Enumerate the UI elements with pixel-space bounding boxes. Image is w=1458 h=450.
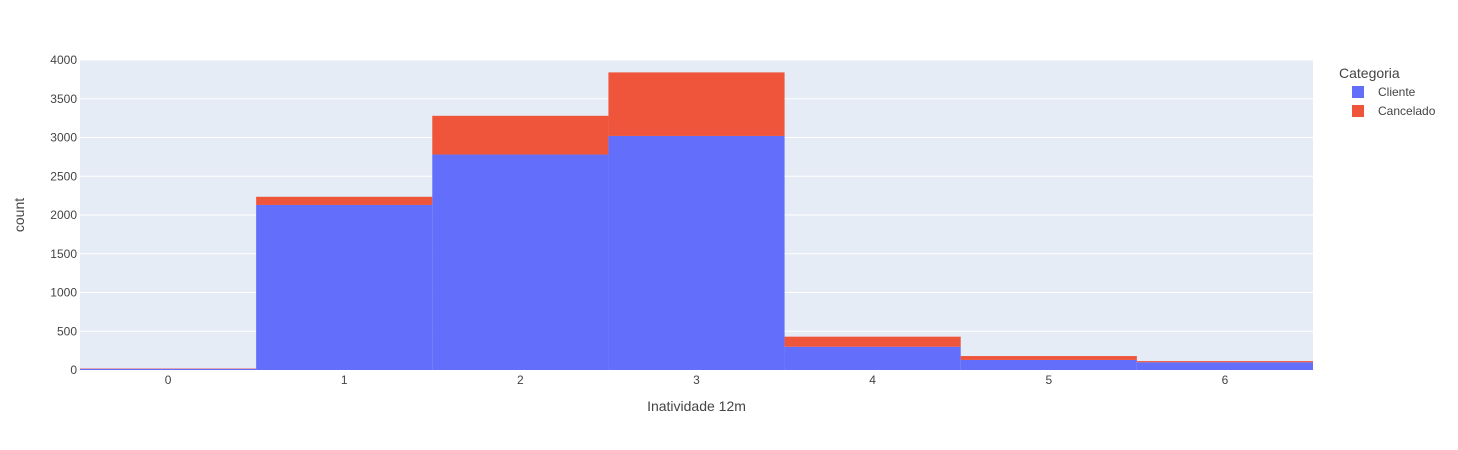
bar-cancelado-4[interactable]: [784, 336, 961, 347]
y-tick-label: 500: [57, 324, 77, 338]
bar-cancelado-6[interactable]: [1136, 361, 1313, 363]
x-tick-label: 0: [165, 373, 172, 387]
legend-label: Cliente: [1378, 85, 1416, 99]
legend-item-cancelado[interactable]: Cancelado: [1352, 104, 1436, 118]
x-tick-label: 4: [869, 373, 876, 387]
bar-cliente-2[interactable]: [432, 154, 609, 370]
bar-cliente-5[interactable]: [960, 359, 1137, 370]
x-tick-label: 1: [341, 373, 348, 387]
x-tick-label: 3: [693, 373, 700, 387]
bars: [80, 72, 1313, 370]
legend-swatch: [1352, 86, 1364, 98]
y-tick-label: 1000: [50, 286, 77, 300]
bar-cancelado-5[interactable]: [960, 356, 1137, 360]
x-tick-label: 5: [1045, 373, 1052, 387]
bar-cliente-1[interactable]: [256, 204, 433, 370]
y-axis-title: count: [11, 198, 27, 232]
x-tick-label: 2: [517, 373, 524, 387]
bar-cliente-6[interactable]: [1136, 362, 1313, 370]
legend[interactable]: Categoria Cliente Cancelado: [1339, 65, 1436, 118]
legend-label: Cancelado: [1378, 104, 1436, 118]
bar-cancelado-3[interactable]: [608, 72, 785, 136]
bar-cliente-0[interactable]: [80, 368, 257, 370]
legend-swatch: [1352, 105, 1364, 117]
x-tick-label: 6: [1222, 373, 1229, 387]
bar-cliente-3[interactable]: [608, 135, 785, 370]
y-tick-label: 2500: [50, 169, 77, 183]
y-tick-labels: 0 500 1000 1500 2000 2500 3000 3500 4000: [50, 53, 77, 377]
legend-item-cliente[interactable]: Cliente: [1352, 85, 1416, 99]
y-tick-label: 3000: [50, 131, 77, 145]
y-tick-label: 3500: [50, 92, 77, 106]
y-tick-label: 2000: [50, 208, 77, 222]
y-tick-label: 4000: [50, 53, 77, 67]
legend-title: Categoria: [1339, 65, 1400, 81]
x-axis-title: Inatividade 12m: [647, 398, 746, 414]
bar-cancelado-1[interactable]: [256, 196, 433, 205]
x-tick-labels: 0 1 2 3 4 5 6: [165, 373, 1229, 387]
y-tick-label: 1500: [50, 247, 77, 261]
bar-cliente-4[interactable]: [784, 346, 961, 370]
bar-cancelado-2[interactable]: [432, 115, 609, 155]
y-tick-label: 0: [70, 363, 77, 377]
